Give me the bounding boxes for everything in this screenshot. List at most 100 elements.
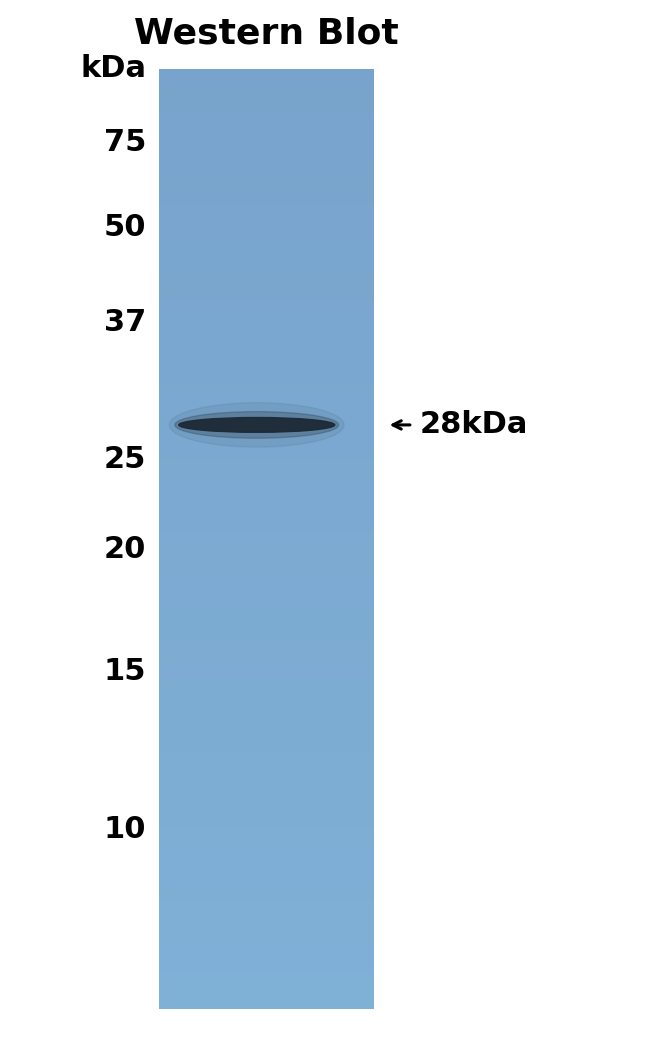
Bar (159, 266, 374, 268)
Bar (159, 410, 374, 412)
Bar (159, 292, 374, 295)
Bar (159, 880, 374, 883)
Bar (159, 727, 374, 729)
Bar (159, 908, 374, 911)
Bar (159, 819, 374, 821)
Bar (159, 581, 374, 583)
Bar (159, 977, 374, 979)
Bar (159, 489, 374, 492)
Bar (159, 464, 374, 466)
Bar (159, 666, 374, 668)
Bar (159, 591, 374, 593)
Bar (159, 247, 374, 249)
Bar (159, 675, 374, 678)
Bar (159, 99, 374, 101)
Bar (159, 595, 374, 598)
Bar (159, 344, 374, 347)
Bar (159, 866, 374, 869)
Bar (159, 612, 374, 614)
Bar (159, 654, 374, 656)
Bar (159, 90, 374, 92)
Bar (159, 739, 374, 741)
Bar (159, 890, 374, 892)
Bar (159, 88, 374, 90)
Bar (159, 278, 374, 280)
Bar (159, 586, 374, 589)
Bar (159, 767, 374, 769)
Bar (159, 288, 374, 290)
Bar (159, 339, 374, 341)
Bar (159, 368, 374, 370)
Bar (159, 416, 374, 420)
Bar (159, 760, 374, 762)
Bar (159, 86, 374, 88)
Bar (159, 422, 374, 424)
Bar (159, 271, 374, 274)
Bar (159, 134, 374, 137)
Bar (159, 309, 374, 311)
Bar (159, 626, 374, 629)
Bar (159, 234, 374, 236)
Bar (159, 537, 374, 539)
Bar (159, 993, 374, 996)
Bar (159, 769, 374, 772)
Bar (159, 487, 374, 489)
Bar (159, 953, 374, 956)
Bar (159, 92, 374, 94)
Bar (159, 560, 374, 562)
Bar (159, 798, 374, 800)
Bar (159, 474, 374, 476)
Bar (159, 182, 374, 184)
Bar (159, 174, 374, 177)
Bar (159, 713, 374, 716)
Bar (159, 645, 374, 647)
Bar (159, 219, 374, 222)
Bar (159, 163, 374, 165)
Bar (159, 723, 374, 725)
Bar (159, 932, 374, 934)
Bar (159, 370, 374, 372)
Bar (159, 979, 374, 981)
Bar (159, 729, 374, 731)
Bar (159, 322, 374, 326)
Bar (159, 457, 374, 459)
Bar (159, 692, 374, 694)
Bar (159, 497, 374, 499)
Bar (159, 685, 374, 687)
Bar (159, 543, 374, 546)
Bar (159, 915, 374, 917)
Bar (159, 859, 374, 861)
Bar (159, 656, 374, 659)
Bar (159, 372, 374, 374)
Bar (159, 962, 374, 965)
Bar (159, 694, 374, 697)
Bar (159, 861, 374, 864)
Bar (159, 831, 374, 833)
Bar (159, 699, 374, 702)
Bar (159, 360, 374, 363)
Bar (159, 789, 374, 791)
Bar (159, 205, 374, 207)
Bar (159, 401, 374, 403)
Bar (159, 240, 374, 243)
Bar (159, 927, 374, 929)
Bar (159, 431, 374, 433)
Bar (159, 420, 374, 422)
Bar (159, 153, 374, 155)
Bar (159, 113, 374, 116)
Bar (159, 532, 374, 535)
Bar (159, 212, 374, 215)
Bar (159, 120, 374, 123)
Bar (159, 624, 374, 626)
Bar (159, 826, 374, 829)
Bar (159, 384, 374, 386)
Bar (159, 898, 374, 902)
Bar (159, 527, 374, 530)
Bar (159, 1005, 374, 1007)
Bar (159, 956, 374, 958)
Bar (159, 326, 374, 328)
Bar (159, 802, 374, 804)
Bar (159, 838, 374, 840)
Bar (159, 847, 374, 850)
Bar (159, 911, 374, 913)
